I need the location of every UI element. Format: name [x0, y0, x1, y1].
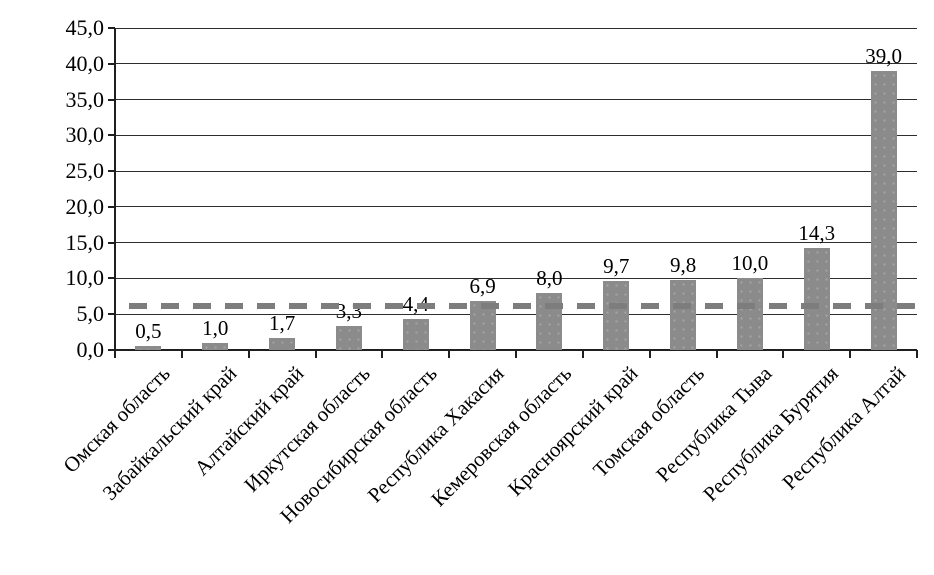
y-tick-label: 15,0: [65, 229, 105, 255]
y-gridline: [115, 63, 917, 65]
bar-value-label: 1,7: [268, 310, 296, 335]
x-axis-tick: [849, 350, 852, 358]
x-axis-tick: [314, 350, 317, 358]
bar-value-label: 10,0: [731, 251, 769, 276]
bar-value-label: 9,7: [603, 253, 630, 278]
x-axis-tick: [180, 350, 183, 358]
y-gridline: [115, 313, 917, 315]
y-axis-tick: [108, 98, 115, 101]
bar-value-label: 1,0: [202, 315, 229, 340]
x-axis-tick: [648, 350, 651, 358]
y-tick-label: 40,0: [65, 50, 105, 76]
y-gridline: [115, 134, 917, 136]
bar: [670, 279, 697, 350]
x-axis-tick: [515, 350, 517, 358]
x-axis-tick: [916, 350, 918, 358]
y-gridline: [115, 99, 917, 101]
bar: [469, 300, 496, 350]
y-gridline: [115, 27, 917, 29]
y-axis-tick: [108, 277, 115, 280]
bar: [536, 292, 563, 350]
x-axis-tick: [715, 350, 718, 358]
x-axis-tick: [381, 350, 384, 358]
bar-value-label: 8,0: [536, 265, 563, 290]
bar-value-label: 0,5: [135, 319, 162, 344]
y-axis-tick: [108, 205, 115, 208]
y-tick-label: 45,0: [65, 15, 105, 40]
y-tick-label: 10,0: [65, 265, 105, 291]
y-axis-tick: [108, 134, 115, 137]
x-axis-tick: [448, 350, 451, 358]
x-category-label: Республика Алтай: [776, 361, 910, 495]
y-tick-label: 30,0: [65, 122, 105, 148]
bar: [803, 247, 830, 350]
bar: [335, 326, 362, 350]
x-axis-tick: [581, 350, 584, 358]
bar-value-label: 6,9: [469, 273, 496, 298]
y-axis-tick: [108, 313, 115, 316]
y-axis-tick: [108, 62, 115, 65]
bar-value-label: 9,8: [669, 252, 697, 277]
bar: [269, 337, 296, 350]
y-axis-tick: [108, 349, 115, 351]
y-gridline: [115, 206, 917, 208]
x-axis-tick: [114, 350, 116, 358]
reference-line: [115, 302, 917, 309]
y-tick-label: 5,0: [76, 301, 105, 327]
y-gridline: [115, 242, 917, 244]
bar: [736, 278, 763, 350]
bar-value-label: 14,3: [798, 220, 836, 245]
y-tick-label: 35,0: [65, 86, 105, 112]
bar: [135, 346, 162, 350]
y-gridline: [115, 170, 917, 172]
y-axis-tick: [108, 170, 115, 173]
y-gridline: [115, 277, 917, 279]
bar: [603, 280, 630, 350]
y-tick-label: 20,0: [65, 193, 105, 219]
bar: [402, 318, 429, 350]
bar: [202, 342, 229, 350]
y-axis-tick: [108, 241, 115, 244]
bar-value-label: 39,0: [865, 43, 902, 68]
y-tick-label: 0,0: [76, 337, 105, 362]
y-tick-label: 25,0: [65, 158, 105, 184]
x-axis-tick: [247, 350, 250, 358]
x-category-label: Республика Тыва: [650, 361, 777, 487]
y-axis-tick: [108, 27, 115, 29]
x-axis-tick: [782, 350, 785, 358]
y-axis-line: [114, 28, 116, 358]
